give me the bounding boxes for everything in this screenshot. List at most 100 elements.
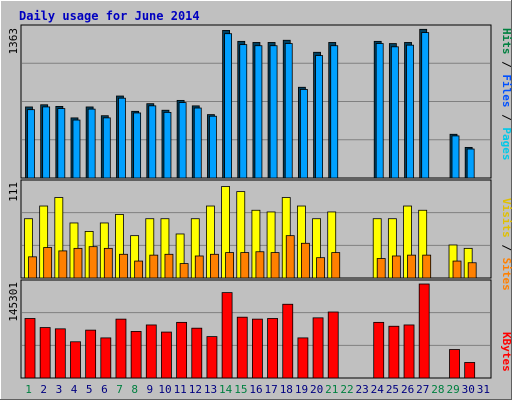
kbytes-bar bbox=[145, 324, 157, 379]
visits-max-label: 111 bbox=[7, 182, 20, 202]
kbytes-bar bbox=[161, 331, 172, 379]
legend-sites: Sites bbox=[500, 258, 512, 291]
kbytes-bar bbox=[176, 321, 188, 379]
kbytes-bar bbox=[403, 324, 415, 379]
sites-bar bbox=[422, 254, 432, 279]
kbytes-bar bbox=[39, 327, 51, 379]
day-labels: 1 2 3 4 5 6 7 8 9 10 11 12 13 14 15 16 17 18 19 20 21 22 23 24 2… bbox=[25, 383, 490, 396]
chart-title: Daily usage for June 2014 bbox=[19, 9, 200, 23]
legend-sep-3: / bbox=[500, 238, 512, 258]
day-label: 20 bbox=[310, 383, 323, 396]
day-label: 17 bbox=[265, 383, 278, 396]
files-bar bbox=[102, 117, 111, 179]
files-bar bbox=[254, 45, 263, 179]
sites-bar bbox=[316, 257, 325, 279]
day-label: 14 bbox=[219, 383, 233, 396]
day-label: 27 bbox=[416, 383, 429, 396]
sites-bar bbox=[376, 258, 386, 279]
sites-bar bbox=[331, 252, 341, 279]
kbytes-panel bbox=[20, 279, 492, 379]
files-bar bbox=[163, 112, 172, 179]
files-bar bbox=[406, 44, 414, 179]
day-label: 2 bbox=[40, 383, 47, 396]
sites-bar bbox=[452, 260, 462, 279]
kbytes-bar bbox=[24, 318, 36, 379]
legend-sep-1: / bbox=[500, 55, 512, 75]
day-label: 10 bbox=[158, 383, 171, 396]
day-label: 4 bbox=[71, 383, 78, 396]
sites-bar bbox=[210, 253, 219, 279]
kbytes-bar bbox=[252, 318, 263, 379]
legend-hits: Hits bbox=[500, 28, 512, 55]
sites-bar bbox=[467, 262, 477, 279]
visits-sites-panel bbox=[20, 179, 492, 279]
sites-bar bbox=[255, 251, 265, 279]
kbytes-bar bbox=[312, 317, 324, 379]
top-legend: Hits / Files / Pages bbox=[500, 28, 512, 161]
sites-bar bbox=[164, 253, 174, 279]
day-label: 9 bbox=[147, 383, 154, 396]
files-bar bbox=[178, 102, 187, 179]
kbytes-bar bbox=[388, 325, 400, 379]
kbytes-bar bbox=[327, 311, 339, 379]
sites-bar bbox=[88, 246, 98, 279]
sites-bar bbox=[28, 256, 37, 279]
files-bar bbox=[330, 45, 339, 179]
kbytes-max-label: 145301 bbox=[7, 282, 20, 322]
kbytes-legend: KBytes bbox=[500, 332, 512, 372]
files-bar bbox=[315, 55, 323, 179]
legend-files: Files bbox=[500, 74, 512, 107]
files-bar bbox=[72, 119, 81, 179]
sites-bar bbox=[407, 254, 416, 279]
legend-visits: Visits bbox=[500, 198, 512, 238]
day-label: 18 bbox=[280, 383, 293, 396]
legend-pages: Pages bbox=[500, 127, 512, 160]
kbytes-bar bbox=[464, 362, 476, 379]
files-bar bbox=[133, 112, 142, 179]
kbytes-bar bbox=[373, 321, 385, 379]
day-label: 5 bbox=[86, 383, 93, 396]
day-label: 21 bbox=[325, 383, 338, 396]
sites-bar bbox=[103, 247, 113, 279]
kbytes-bar bbox=[267, 318, 278, 379]
sites-bar bbox=[119, 253, 128, 279]
day-label: 1 bbox=[25, 383, 32, 396]
files-bar bbox=[269, 45, 278, 179]
day-label: 7 bbox=[116, 383, 123, 396]
day-label: 23 bbox=[356, 383, 369, 396]
files-bar bbox=[42, 106, 51, 179]
files-bar bbox=[466, 148, 475, 179]
files-bar bbox=[118, 97, 126, 179]
day-label: 15 bbox=[234, 383, 247, 396]
sites-bar bbox=[285, 235, 295, 279]
kbytes-bar bbox=[418, 283, 430, 379]
mid-legend: Visits / Sites bbox=[500, 198, 512, 291]
sites-bar bbox=[134, 260, 144, 279]
files-bar bbox=[239, 44, 248, 179]
sites-bar bbox=[270, 252, 280, 279]
sites-bar bbox=[73, 247, 83, 279]
sites-bar bbox=[225, 252, 234, 279]
hits-files-pages-panel bbox=[20, 24, 492, 179]
files-bar bbox=[148, 105, 157, 179]
day-label: 19 bbox=[295, 383, 308, 396]
day-label: 13 bbox=[204, 383, 217, 396]
kbytes-bar bbox=[85, 329, 97, 379]
day-label: 30 bbox=[462, 383, 475, 396]
sites-bar bbox=[179, 263, 189, 279]
files-bar bbox=[193, 107, 202, 179]
sites-bar bbox=[58, 250, 68, 279]
files-bar bbox=[300, 89, 308, 179]
files-bar bbox=[421, 32, 430, 179]
day-label: 3 bbox=[56, 383, 63, 396]
files-bar bbox=[87, 108, 96, 179]
sites-bar bbox=[149, 254, 159, 279]
kbytes-bar bbox=[54, 328, 66, 379]
day-label: 26 bbox=[401, 383, 414, 396]
sites-bar bbox=[194, 255, 204, 279]
day-label: 29 bbox=[446, 383, 459, 396]
legend-sep-2: / bbox=[500, 108, 512, 128]
kbytes-bar bbox=[449, 349, 460, 379]
